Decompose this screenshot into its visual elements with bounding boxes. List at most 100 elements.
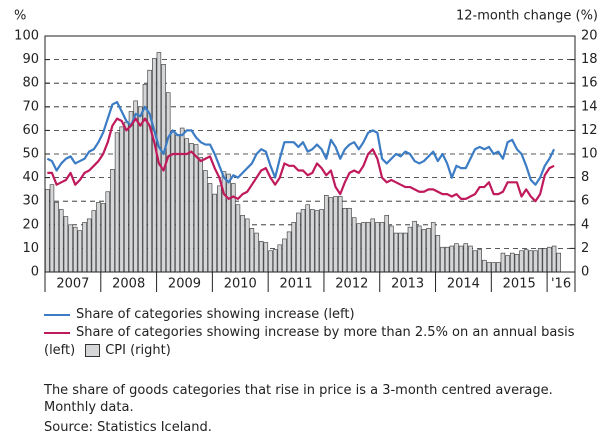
legend: Share of categories showing increase (le…	[44, 306, 584, 360]
bar	[198, 157, 203, 273]
bar	[86, 218, 92, 273]
bar	[124, 121, 129, 273]
y2-tick-label: 20	[581, 29, 598, 44]
bar	[268, 250, 273, 273]
bar	[286, 231, 292, 273]
y-tick-label: 10	[22, 241, 39, 256]
bar	[454, 243, 459, 273]
bar	[528, 250, 534, 273]
x-tick-label: 2011	[280, 277, 313, 292]
bar	[277, 244, 283, 273]
bar	[189, 143, 194, 273]
bar	[96, 202, 101, 273]
bar	[314, 210, 320, 273]
bar	[342, 207, 348, 273]
bar	[254, 232, 259, 273]
bar	[282, 238, 287, 273]
legend-swatch	[44, 313, 70, 316]
bar	[212, 193, 217, 273]
bar	[258, 241, 264, 273]
bar	[128, 111, 134, 273]
legend-item: Share of categories showing increase by …	[44, 324, 584, 360]
bar	[440, 246, 445, 273]
bar	[398, 232, 403, 273]
bar	[417, 225, 422, 273]
bar	[305, 204, 310, 273]
x-tick-label: 2013	[391, 277, 424, 292]
bar	[165, 92, 171, 273]
bar	[519, 250, 524, 273]
bar	[509, 252, 515, 273]
bar	[170, 131, 176, 273]
bar	[226, 173, 231, 273]
legend-label: CPI (right)	[105, 343, 171, 358]
bar	[403, 232, 408, 273]
y2-tick-label: 8	[581, 170, 589, 185]
note: The share of goods categories that rise …	[44, 383, 553, 415]
y2-tick-label: 16	[581, 76, 598, 91]
x-tick-label: 2012	[335, 277, 368, 292]
x-tick-label: '16	[551, 277, 571, 292]
bar	[45, 189, 50, 273]
bar	[444, 246, 450, 273]
bar	[235, 204, 241, 273]
bar	[384, 215, 389, 273]
bar	[82, 222, 87, 273]
y2-tick-label: 18	[581, 52, 598, 67]
bar	[421, 229, 427, 273]
bar	[179, 127, 185, 273]
bar	[138, 106, 143, 273]
bar	[100, 203, 106, 273]
bar	[110, 169, 115, 273]
bar	[500, 252, 506, 273]
bar	[435, 235, 441, 273]
line	[47, 117, 555, 203]
legend-item: Share of categories showing increase (le…	[44, 306, 584, 324]
bar	[296, 212, 301, 273]
legend-swatch	[44, 331, 70, 334]
bar	[291, 222, 296, 273]
bar	[486, 262, 492, 273]
x-tick-label: 2009	[168, 277, 201, 292]
bar	[477, 249, 482, 273]
bar	[491, 262, 496, 273]
bar	[458, 245, 464, 273]
bar	[389, 225, 394, 273]
y2-tick-label: 10	[581, 147, 598, 162]
bar	[54, 202, 59, 273]
bar	[193, 144, 199, 273]
bar	[328, 197, 334, 273]
chart: % 12-month change (%) 010203040506070809…	[14, 9, 598, 292]
y-tick-label: 50	[22, 147, 39, 162]
y-tick-label: 70	[22, 99, 39, 114]
y2-tick-label: 0	[581, 265, 589, 280]
bar	[551, 245, 557, 273]
plot-frame	[44, 35, 576, 273]
x-tick-label: 2015	[503, 277, 536, 292]
bar	[249, 228, 255, 273]
y2-unit: 12-month change (%)	[456, 9, 598, 24]
bar	[207, 183, 213, 273]
bar	[351, 217, 357, 273]
bar	[263, 242, 269, 273]
bar	[361, 222, 366, 273]
bar	[375, 222, 380, 273]
y-tick-label: 20	[22, 217, 39, 232]
bar	[365, 222, 371, 273]
bar	[537, 248, 543, 273]
bar	[407, 226, 413, 273]
bar	[430, 222, 436, 273]
bar	[482, 259, 487, 273]
y2-tick-label: 4	[581, 217, 589, 232]
y-tick-label: 60	[22, 123, 39, 138]
bar	[556, 252, 561, 273]
bar	[68, 224, 73, 273]
bar	[514, 254, 520, 273]
legend-label: Share of categories showing increase by …	[44, 325, 575, 358]
bar	[272, 249, 278, 273]
bar	[426, 228, 431, 273]
x-tick-label: 2007	[56, 277, 89, 292]
bar	[142, 84, 148, 273]
x-tick-label: 2014	[447, 277, 480, 292]
bar	[300, 209, 306, 273]
